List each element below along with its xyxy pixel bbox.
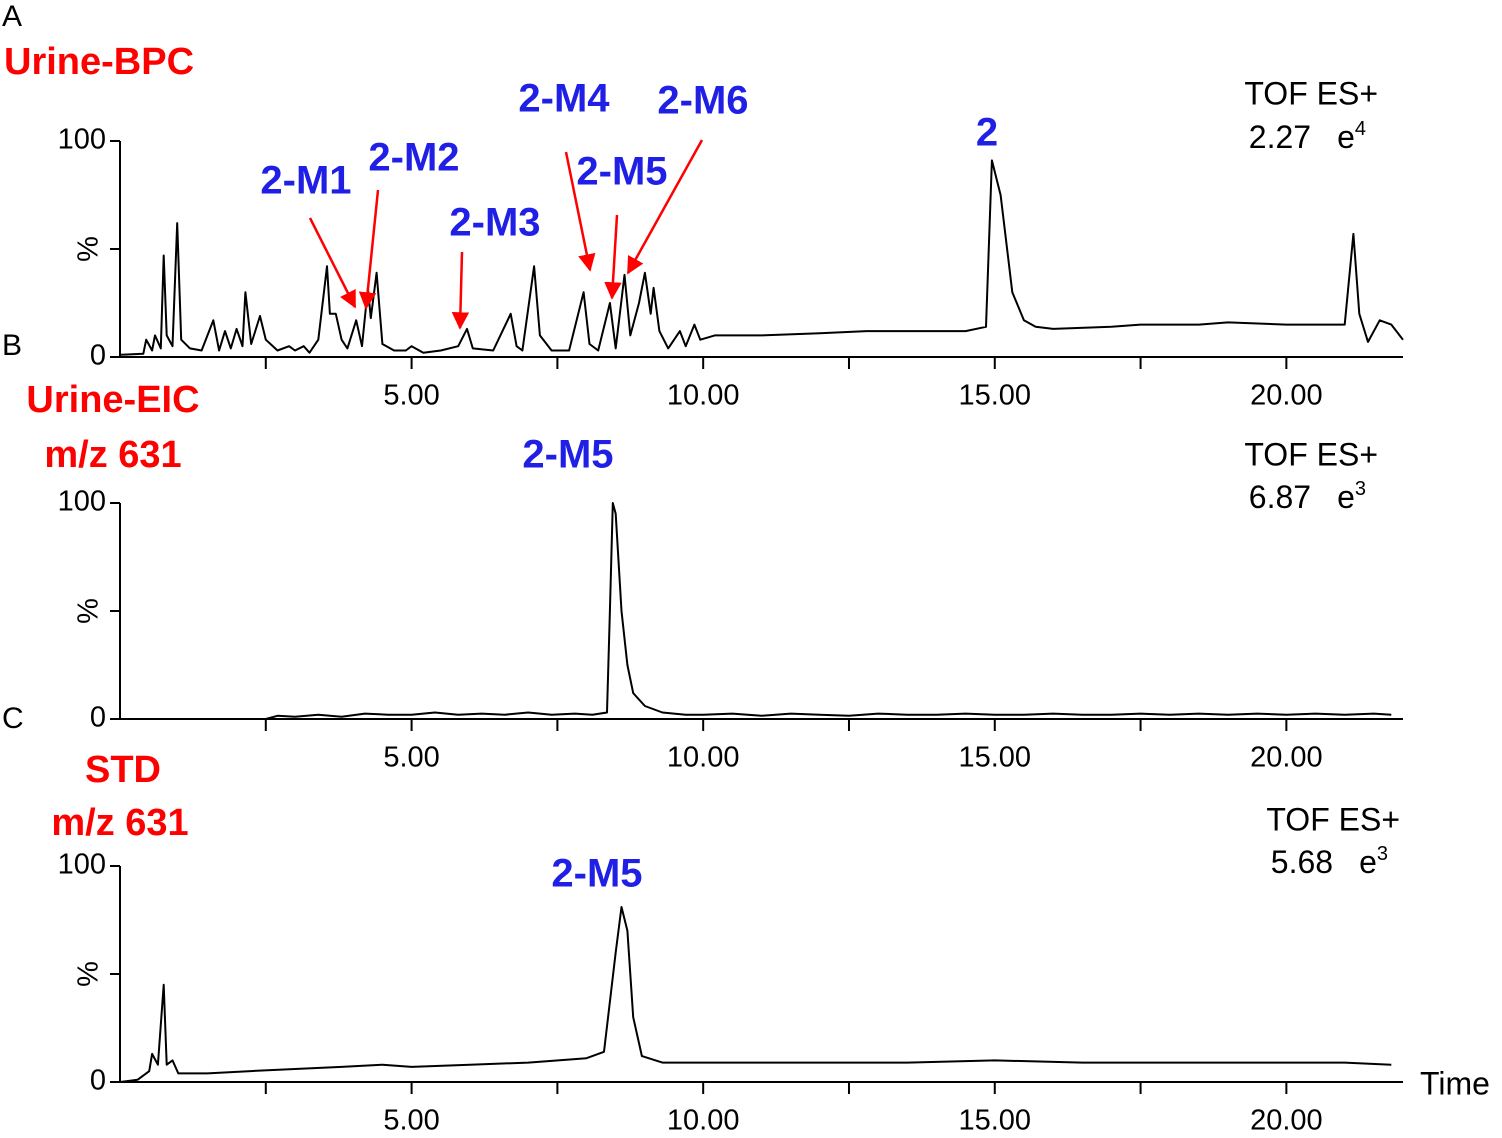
x-tick-label: 5.00 — [383, 742, 439, 774]
annotation-arrow — [604, 214, 622, 300]
scale-base: e — [1359, 844, 1377, 880]
x-tick-label: 10.00 — [667, 1105, 740, 1137]
y-tick-label: 0 — [90, 340, 106, 372]
y-tick-label: 100 — [58, 849, 106, 881]
instrument-label: TOF ES+ — [1266, 801, 1400, 837]
annotation-arrow — [358, 189, 380, 310]
y-tick-label: 0 — [90, 1065, 106, 1097]
instrument-label: TOF ES+ — [1244, 436, 1378, 472]
peak-label: 2 — [976, 111, 998, 155]
panel-title: Urine-BPC — [4, 41, 194, 83]
y-tick-label: 100 — [58, 486, 106, 518]
scale-label: 5.68 e3 — [1271, 843, 1388, 880]
x-tick-label: 20.00 — [1250, 1105, 1323, 1137]
x-axis-label: Time — [1420, 1065, 1490, 1101]
x-tick-label: 10.00 — [667, 742, 740, 774]
peak-label: 2-M2 — [368, 136, 459, 180]
scale-label: 6.87 e3 — [1249, 478, 1366, 515]
chromatogram-line — [119, 159, 1404, 356]
scale-base: e — [1337, 479, 1355, 515]
y-tick-label: % — [73, 236, 105, 262]
chromatogram-line — [120, 502, 1392, 720]
x-tick-label: 20.00 — [1250, 742, 1323, 774]
panel-title: m/z 631 — [51, 802, 188, 844]
annotation-arrow — [564, 151, 596, 272]
scale-exponent: 4 — [1355, 118, 1366, 140]
y-tick-label: % — [73, 961, 105, 987]
annotation-arrow — [308, 217, 357, 309]
annotation-arrow — [626, 139, 704, 275]
panel-letter: B — [2, 329, 22, 362]
scale-mantissa: 6.87 — [1249, 479, 1311, 515]
y-tick-label: 0 — [90, 702, 106, 734]
peak-label: 2-M5 — [551, 852, 642, 896]
scale-exponent: 3 — [1377, 843, 1388, 865]
scale-exponent: 3 — [1355, 478, 1366, 500]
x-tick-label: 5.00 — [383, 1105, 439, 1137]
peak-label: 2-M6 — [657, 79, 748, 123]
peak-label: 2-M3 — [449, 201, 540, 245]
scale-mantissa: 5.68 — [1271, 844, 1333, 880]
y-tick-label: % — [73, 598, 105, 624]
scale-mantissa: 2.27 — [1249, 119, 1311, 155]
panel-title: m/z 631 — [44, 434, 181, 476]
x-tick-label: 5.00 — [383, 380, 439, 412]
peak-label: 2-M5 — [522, 433, 613, 477]
x-tick-label: 15.00 — [958, 742, 1031, 774]
peak-label: 2-M4 — [518, 77, 610, 121]
panel-title: STD — [85, 749, 161, 791]
x-tick-label: 20.00 — [1250, 380, 1323, 412]
instrument-label: TOF ES+ — [1244, 75, 1378, 111]
chromatogram-line — [119, 906, 1392, 1083]
peak-label: 2-M1 — [260, 159, 351, 203]
panel-letter: A — [2, 0, 22, 33]
scale-label: 2.27 e4 — [1249, 118, 1366, 155]
x-tick-label: 15.00 — [958, 1105, 1031, 1137]
peak-label: 2-M5 — [576, 150, 667, 194]
scale-base: e — [1337, 119, 1355, 155]
x-tick-label: 10.00 — [667, 380, 740, 412]
panel-title: Urine-EIC — [26, 379, 199, 421]
panel-letter: C — [2, 702, 24, 735]
y-tick-label: 100 — [58, 124, 106, 156]
x-tick-label: 15.00 — [958, 380, 1031, 412]
annotation-arrow — [451, 251, 470, 330]
